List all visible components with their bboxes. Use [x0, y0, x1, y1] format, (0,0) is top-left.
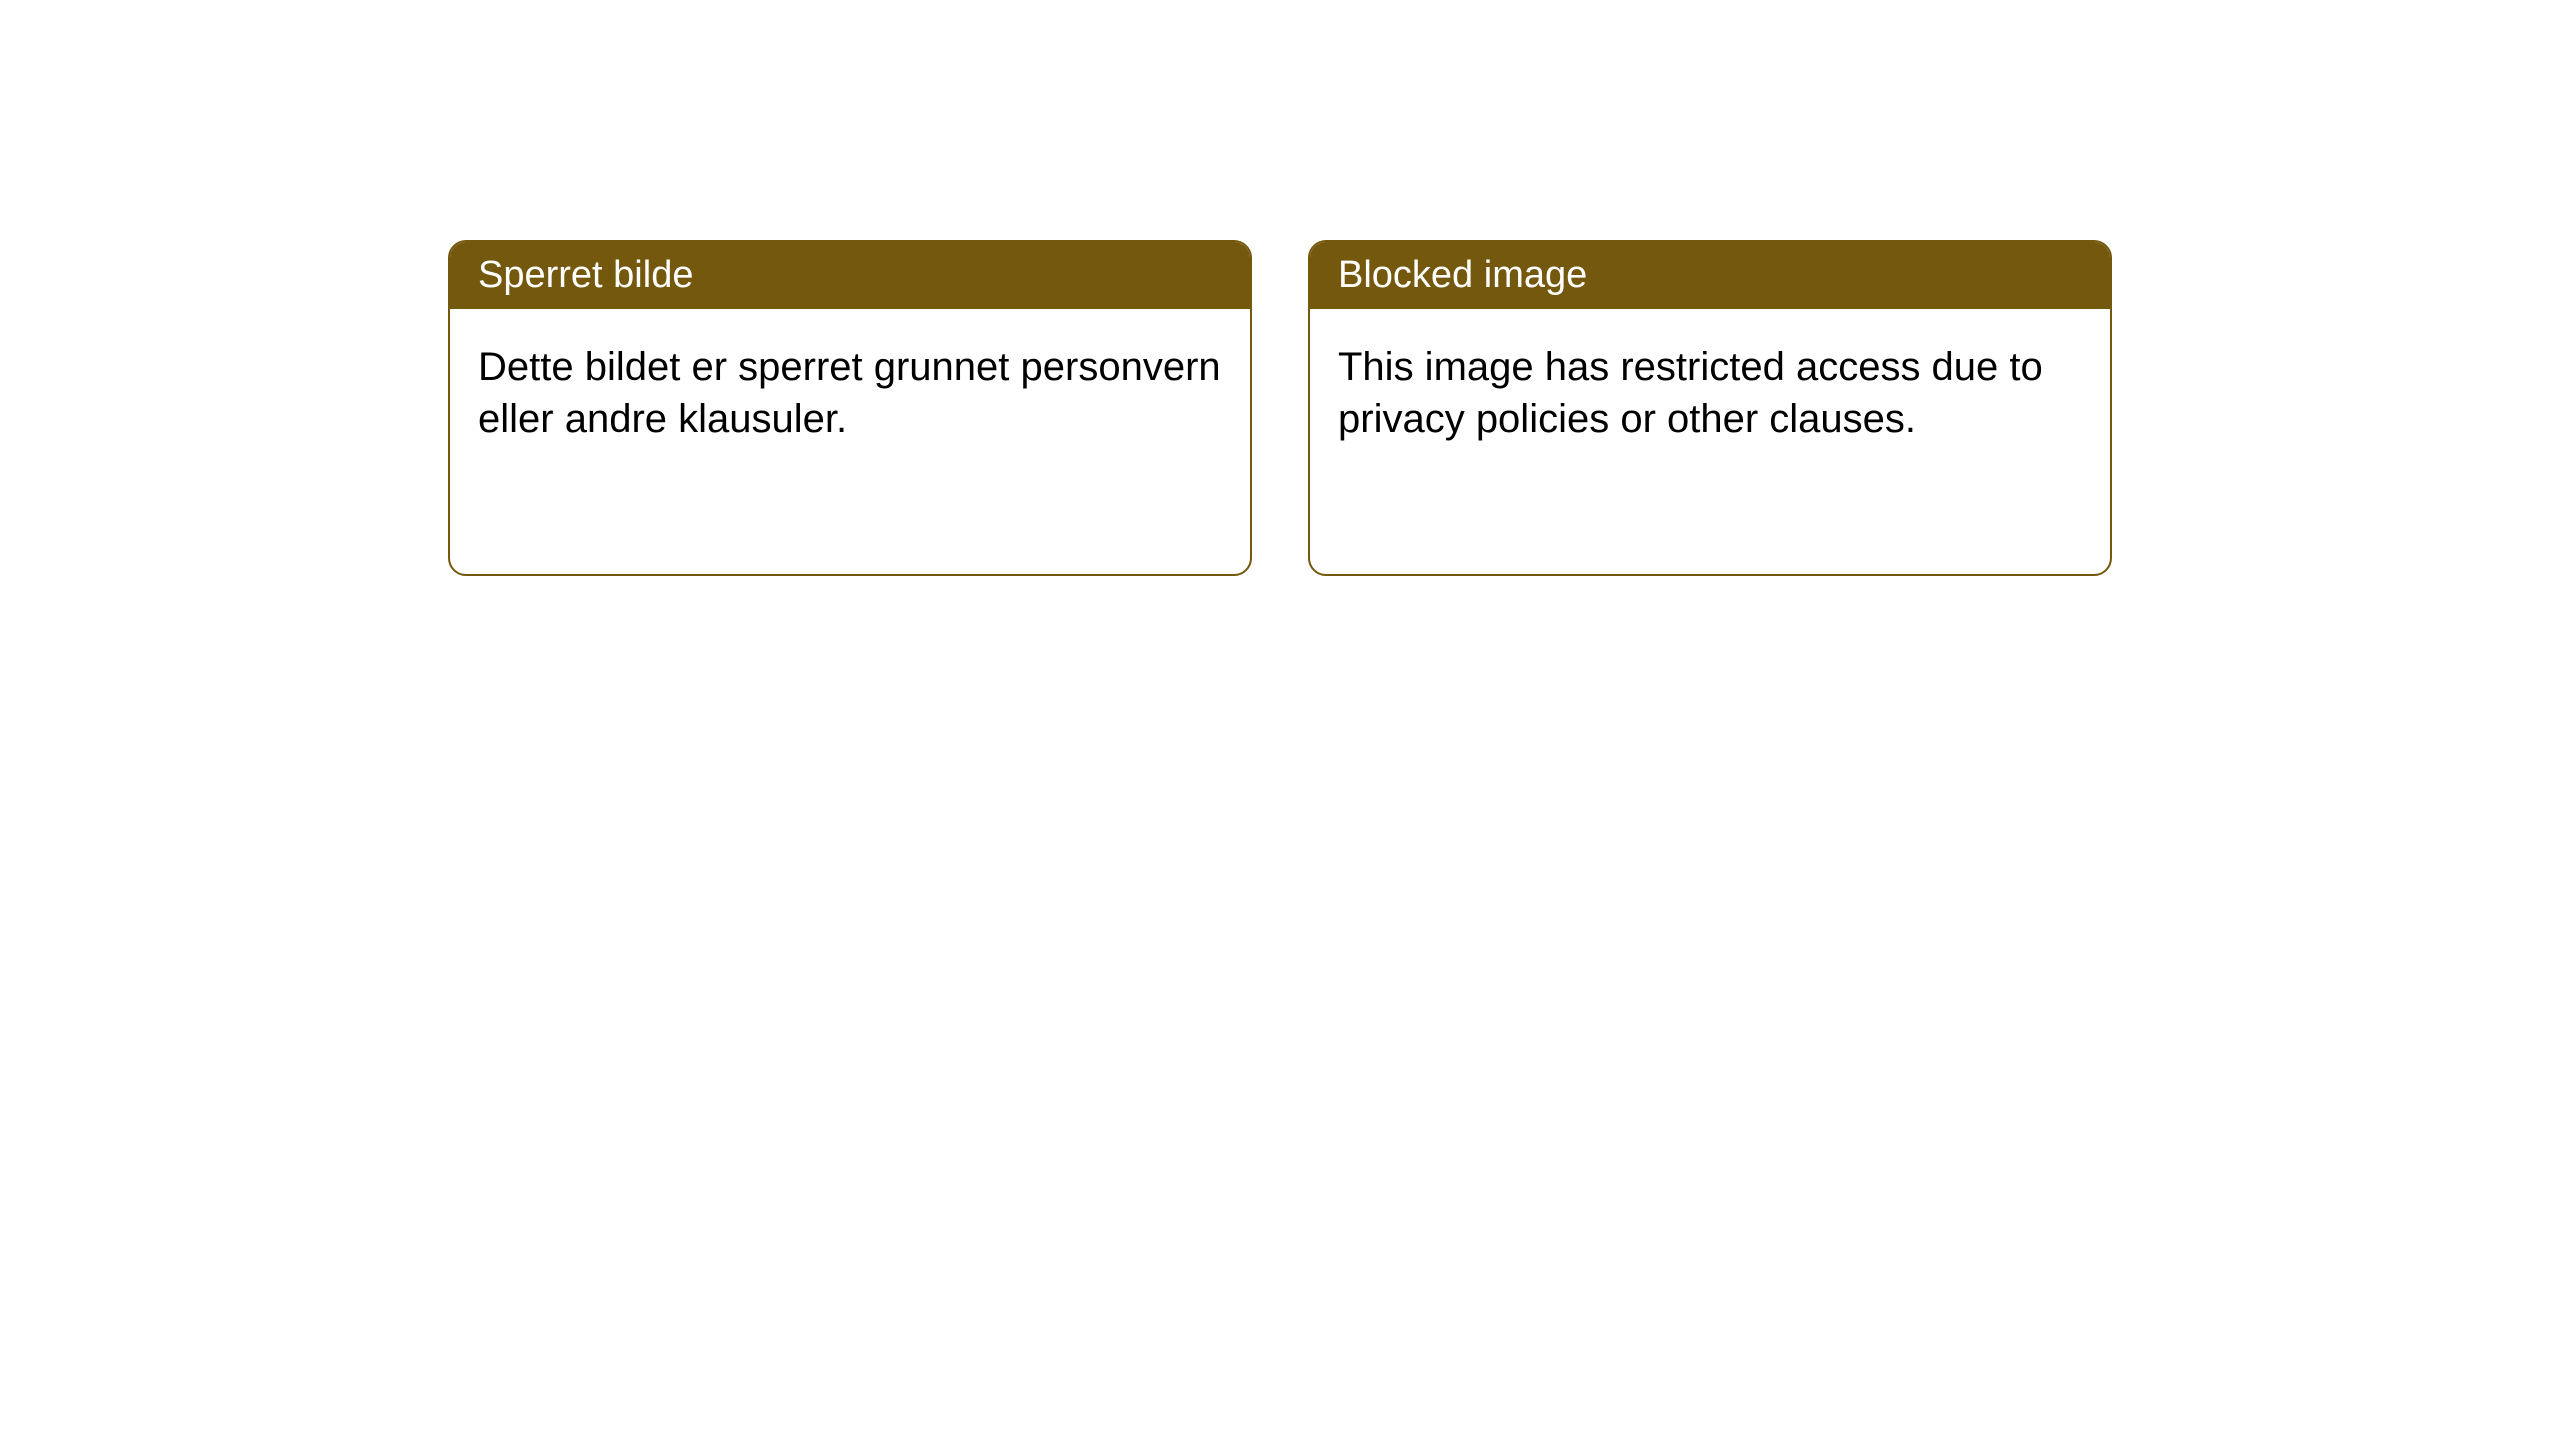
notice-header: Blocked image: [1310, 242, 2110, 309]
notice-title: Sperret bilde: [478, 254, 693, 296]
notice-message: Dette bildet er sperret grunnet personve…: [478, 345, 1221, 441]
notice-title: Blocked image: [1338, 254, 1587, 296]
notice-body: This image has restricted access due to …: [1310, 309, 2110, 477]
notice-card-english: Blocked image This image has restricted …: [1308, 240, 2112, 576]
notice-container: Sperret bilde Dette bildet er sperret gr…: [0, 0, 2560, 576]
notice-card-norwegian: Sperret bilde Dette bildet er sperret gr…: [448, 240, 1252, 576]
notice-message: This image has restricted access due to …: [1338, 345, 2043, 441]
notice-header: Sperret bilde: [450, 242, 1250, 309]
notice-body: Dette bildet er sperret grunnet personve…: [450, 309, 1250, 477]
